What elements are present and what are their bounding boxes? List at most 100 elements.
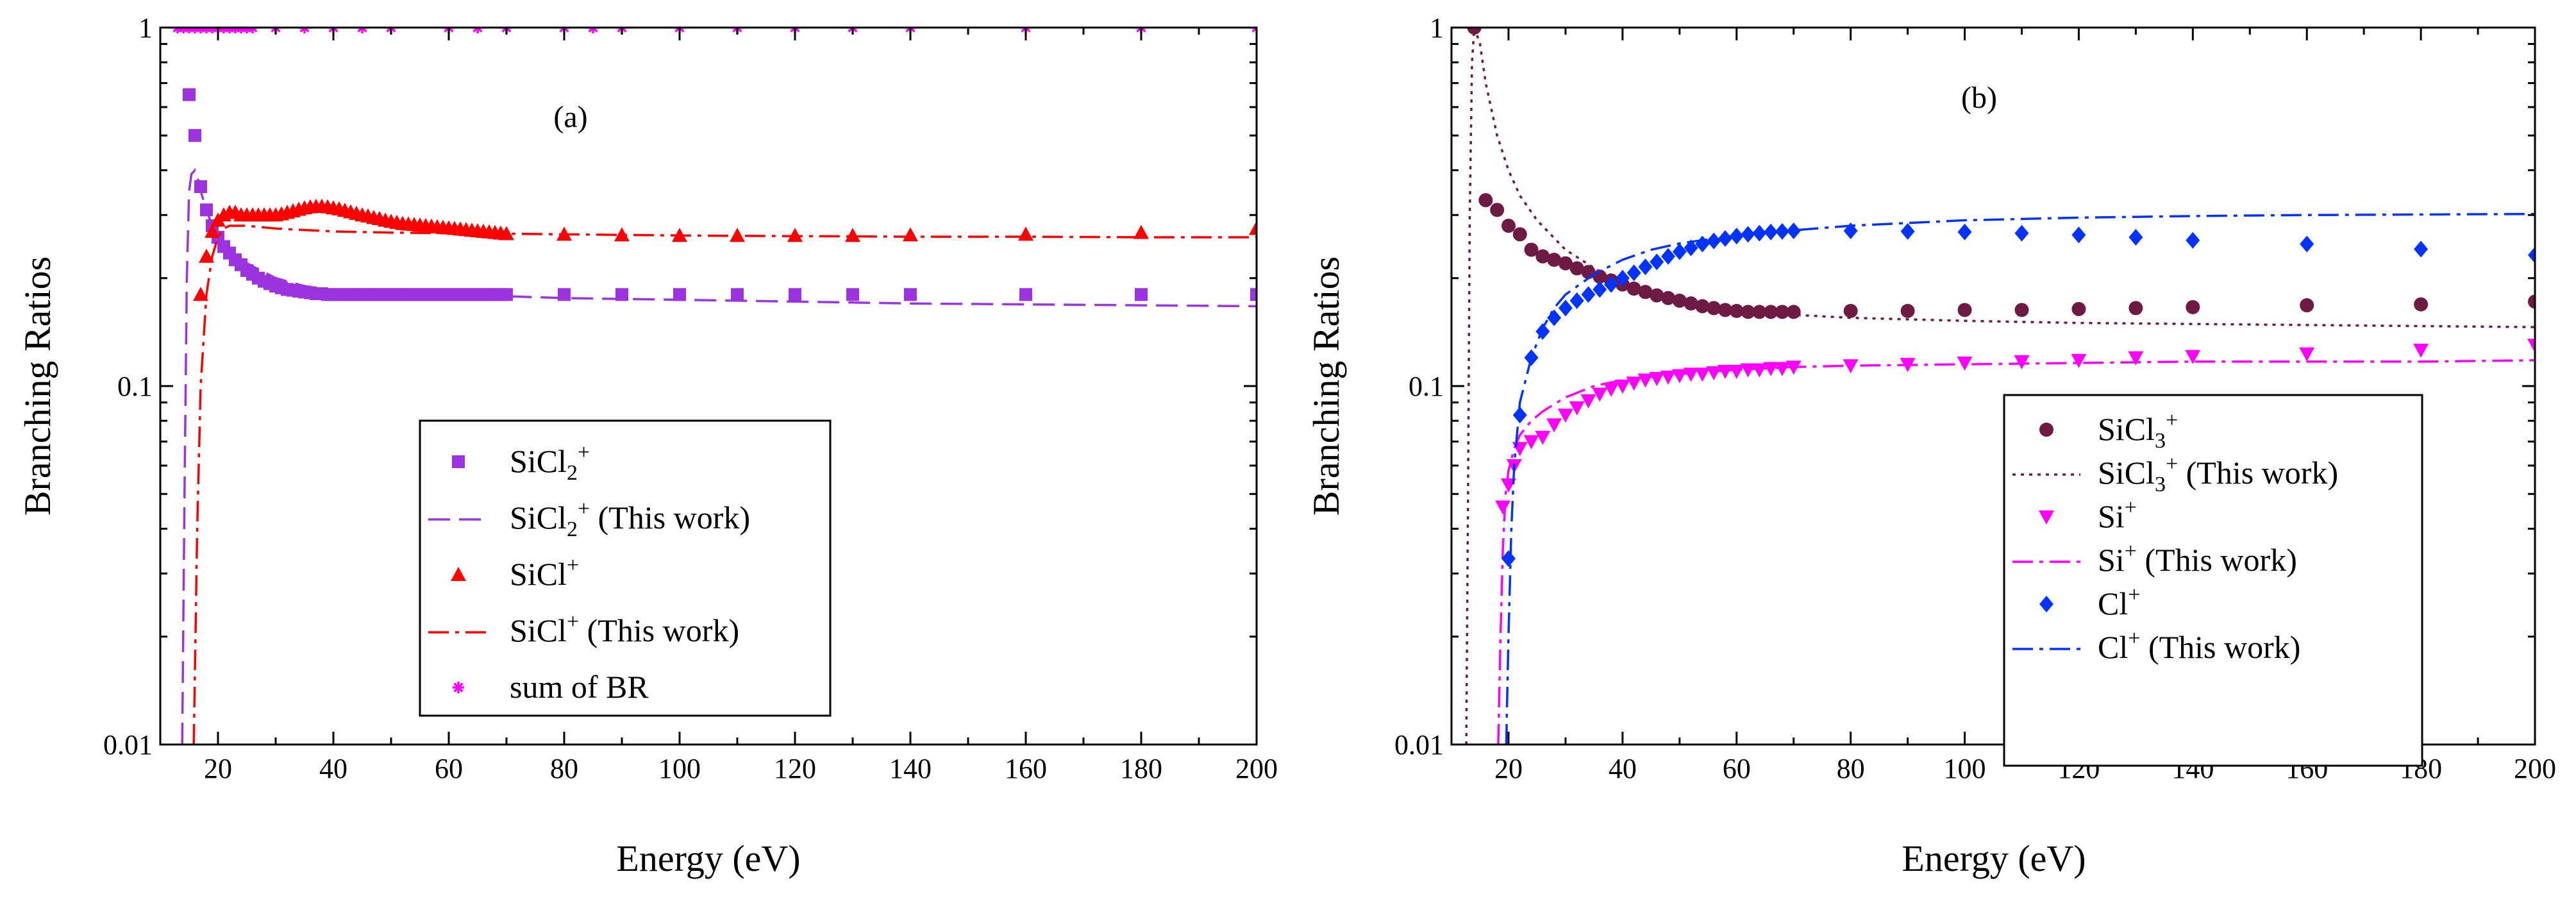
data-point xyxy=(1661,291,1675,305)
data-point xyxy=(2186,299,2200,314)
data-point xyxy=(2300,235,2314,253)
legend-label-base: sum of BR xyxy=(510,669,649,705)
data-point xyxy=(1672,243,1687,260)
data-point xyxy=(1478,193,1493,208)
legend-label-sup: + xyxy=(578,497,590,521)
star-stroke xyxy=(908,28,916,33)
legend-label: Si+ xyxy=(2098,496,2137,534)
star-stroke xyxy=(735,28,742,33)
legend-label-suffix: (This work) xyxy=(2178,455,2338,491)
data-point xyxy=(1523,435,1539,450)
legend-marker-swatch xyxy=(2039,423,2053,437)
star-stroke xyxy=(562,28,569,33)
legend-label-suffix: (This work) xyxy=(579,612,739,648)
data-point xyxy=(2414,297,2429,312)
legend-label-base: SiCl xyxy=(510,443,567,479)
data-point xyxy=(2014,355,2030,369)
data-point xyxy=(1495,500,1511,515)
x-tick-label: 100 xyxy=(658,753,701,784)
legend-label-base: Cl xyxy=(2098,629,2128,665)
y-tick-label: 0.01 xyxy=(1394,729,1444,761)
data-point xyxy=(1661,248,1675,265)
data-point xyxy=(2014,224,2029,242)
legend-label-sup: + xyxy=(567,610,579,634)
legend-label-base: SiCl xyxy=(2098,411,2155,447)
star-stroke xyxy=(247,28,255,33)
legend-b: SiCl3+SiCl3+ (This work)Si+Si+ (This wor… xyxy=(2003,394,2423,767)
data-point xyxy=(1501,550,1516,568)
star-stroke xyxy=(790,28,797,33)
data-point xyxy=(2413,343,2429,358)
x-tick-label: 20 xyxy=(204,753,232,784)
x-tick-label: 140 xyxy=(889,753,932,784)
data-point xyxy=(1650,288,1664,303)
star-stroke xyxy=(303,28,310,33)
data-point xyxy=(1558,256,1573,271)
data-point xyxy=(1764,305,1778,319)
data-point xyxy=(472,28,483,33)
star-stroke xyxy=(453,682,464,693)
star-stroke xyxy=(620,28,627,33)
data-point xyxy=(1957,303,1972,317)
data-point xyxy=(845,228,860,242)
x-tick-label: 40 xyxy=(319,753,347,784)
legend-label-sup: + xyxy=(567,553,579,577)
data-point xyxy=(903,227,918,242)
data-point xyxy=(1535,430,1551,445)
legend-label-sup: + xyxy=(578,441,590,464)
data-point xyxy=(1740,363,1756,378)
star-stroke xyxy=(196,28,203,33)
data-point xyxy=(1547,309,1562,326)
y-tick-label: 0.1 xyxy=(117,371,153,402)
data-point xyxy=(1683,367,1699,382)
legend-entry-sicl3-experiment: SiCl3+ xyxy=(2039,408,2178,453)
legend-label: SiCl+ xyxy=(510,553,579,592)
x-axis-label-a: Energy (eV) xyxy=(616,838,800,879)
data-point xyxy=(2527,339,2535,353)
data-point xyxy=(2185,349,2201,364)
data-point xyxy=(1133,224,1149,239)
data-point xyxy=(2128,351,2144,366)
data-point xyxy=(731,288,744,301)
data-point xyxy=(1467,28,1482,35)
data-point xyxy=(1604,276,1619,293)
data-point xyxy=(2071,353,2087,368)
star-stroke xyxy=(219,28,226,33)
data-point xyxy=(1752,363,1768,378)
data-point xyxy=(1581,286,1596,303)
data-point xyxy=(1775,305,1789,319)
star-stroke xyxy=(190,28,197,33)
data-point xyxy=(1684,296,1698,311)
legend-marker-swatch xyxy=(2039,510,2054,525)
series-sicl-experiment xyxy=(193,198,1257,301)
star-stroke xyxy=(1251,28,1257,33)
legend-marker-swatch xyxy=(452,455,465,468)
legend-label-sup: + xyxy=(2166,452,2178,476)
x-tick-label: 80 xyxy=(1837,753,1865,784)
legend-label-sup: + xyxy=(2166,408,2178,432)
data-point xyxy=(1558,299,1573,317)
data-point xyxy=(1695,235,1710,253)
star-stroke xyxy=(505,28,512,33)
star-stroke xyxy=(357,28,364,33)
data-point xyxy=(1741,226,1755,243)
legend-label-suffix: (This work) xyxy=(2137,542,2297,578)
legend-marker-swatch xyxy=(451,567,466,581)
data-point xyxy=(2299,347,2315,362)
star-stroke xyxy=(732,28,739,33)
data-point xyxy=(193,287,208,301)
star-stroke xyxy=(617,28,624,33)
series-cl-experiment xyxy=(1501,222,2535,568)
legend-label-base: SiCl xyxy=(2098,455,2155,491)
star-stroke xyxy=(473,28,480,33)
data-point xyxy=(1694,367,1710,382)
star-stroke xyxy=(274,28,281,33)
x-tick-label: 180 xyxy=(1120,753,1162,784)
data-point xyxy=(247,28,258,33)
data-point xyxy=(1524,242,1539,257)
data-point xyxy=(1707,301,1721,316)
legend-entry-cl-this-work-: Cl+ (This work) xyxy=(2012,627,2300,665)
data-point xyxy=(1684,239,1698,257)
data-point xyxy=(1775,223,1789,240)
legend-label-sup: + xyxy=(2125,496,2137,519)
